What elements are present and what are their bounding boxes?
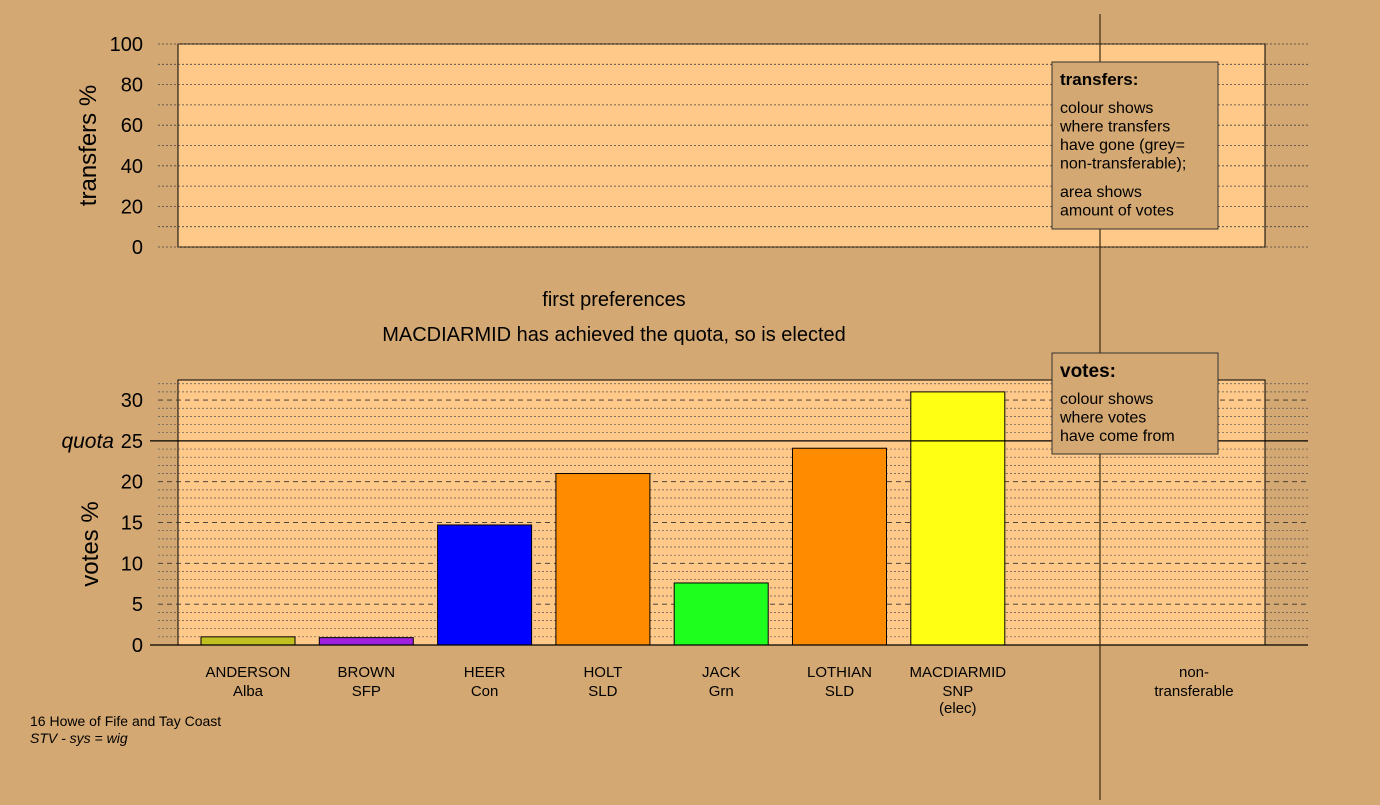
bar-lothian (792, 447, 887, 646)
votes-tick-label: 15 (121, 513, 143, 535)
system-label: STV - sys = wig (30, 730, 128, 746)
footer: 16 Howe of Fife and Tay Coast STV - sys … (30, 713, 221, 747)
bar-jack (673, 582, 769, 646)
constituency-label: 16 Howe of Fife and Tay Coast (30, 713, 222, 729)
nontransferable-label-2: transferable (1154, 683, 1233, 700)
transfers-tick-label: 20 (121, 196, 143, 218)
transfers-legend-line: where transfers (1059, 119, 1170, 136)
candidate-name-label: MACDIARMID (909, 664, 1006, 681)
candidate-name-label: BROWN (338, 664, 396, 681)
quota-label: quota (61, 430, 114, 453)
bar-macdiarmid (910, 391, 1006, 646)
votes-legend-box (1051, 352, 1219, 455)
transfers-legend-title: transfers: (1060, 70, 1138, 89)
transfers-tick-label: 0 (132, 237, 143, 259)
votes-tick-label: 30 (121, 390, 143, 412)
votes-legend-title: votes: (1060, 361, 1116, 382)
candidate-party-label: SLD (825, 683, 854, 700)
transfers-legend-line: colour shows (1060, 100, 1153, 117)
votes-tick-label: 0 (132, 635, 143, 657)
candidate-party-label: SLD (588, 683, 617, 700)
votes-legend-line: colour shows (1060, 391, 1153, 408)
votes-tick-label: 5 (132, 594, 143, 616)
stage-title: first preferences (542, 289, 685, 311)
candidate-note-label: (elec) (939, 700, 977, 717)
transfers-tick-label: 40 (121, 156, 143, 178)
votes-legend-line: have come from (1060, 428, 1175, 445)
status-message: MACDIARMID has achieved the quota, so is… (382, 324, 846, 346)
transfers-tick-label: 60 (121, 115, 143, 137)
candidate-party-label: SNP (942, 683, 973, 700)
candidate-name-label: JACK (702, 664, 740, 681)
bar-holt (555, 473, 651, 646)
votes-tick-label: 20 (121, 472, 143, 494)
bar-brown (318, 637, 414, 646)
votes-legend-line: where votes (1059, 410, 1146, 427)
transfers-tick-label: 80 (121, 75, 143, 97)
transfers-legend-line: area shows (1060, 184, 1142, 201)
candidate-party-label: SFP (352, 683, 381, 700)
candidate-party-label: Grn (709, 683, 734, 700)
votes-tick-label: 25 (121, 431, 143, 453)
transfers-legend-line: have gone (grey= (1060, 137, 1185, 154)
transfers-legend-line: amount of votes (1060, 203, 1174, 220)
candidate-party-label: Alba (233, 683, 264, 700)
nontransferable-label-1: non- (1179, 664, 1209, 681)
candidate-party-label: Con (471, 683, 499, 700)
candidate-name-label: ANDERSON (205, 664, 290, 681)
votes-tick-label: 10 (121, 553, 143, 575)
candidate-name-label: LOTHIAN (807, 664, 872, 681)
transfers-axis-label: transfers % (75, 85, 102, 206)
transfers-tick-label: 100 (110, 34, 143, 56)
candidate-name-label: HEER (464, 664, 506, 681)
bar-heer (437, 524, 533, 646)
transfers-legend-box (1051, 61, 1219, 230)
votes-axis-label: votes % (77, 501, 104, 586)
bar-anderson (200, 636, 296, 646)
candidate-name-label: HOLT (583, 664, 622, 681)
transfers-legend-line: non-transferable); (1060, 156, 1186, 173)
